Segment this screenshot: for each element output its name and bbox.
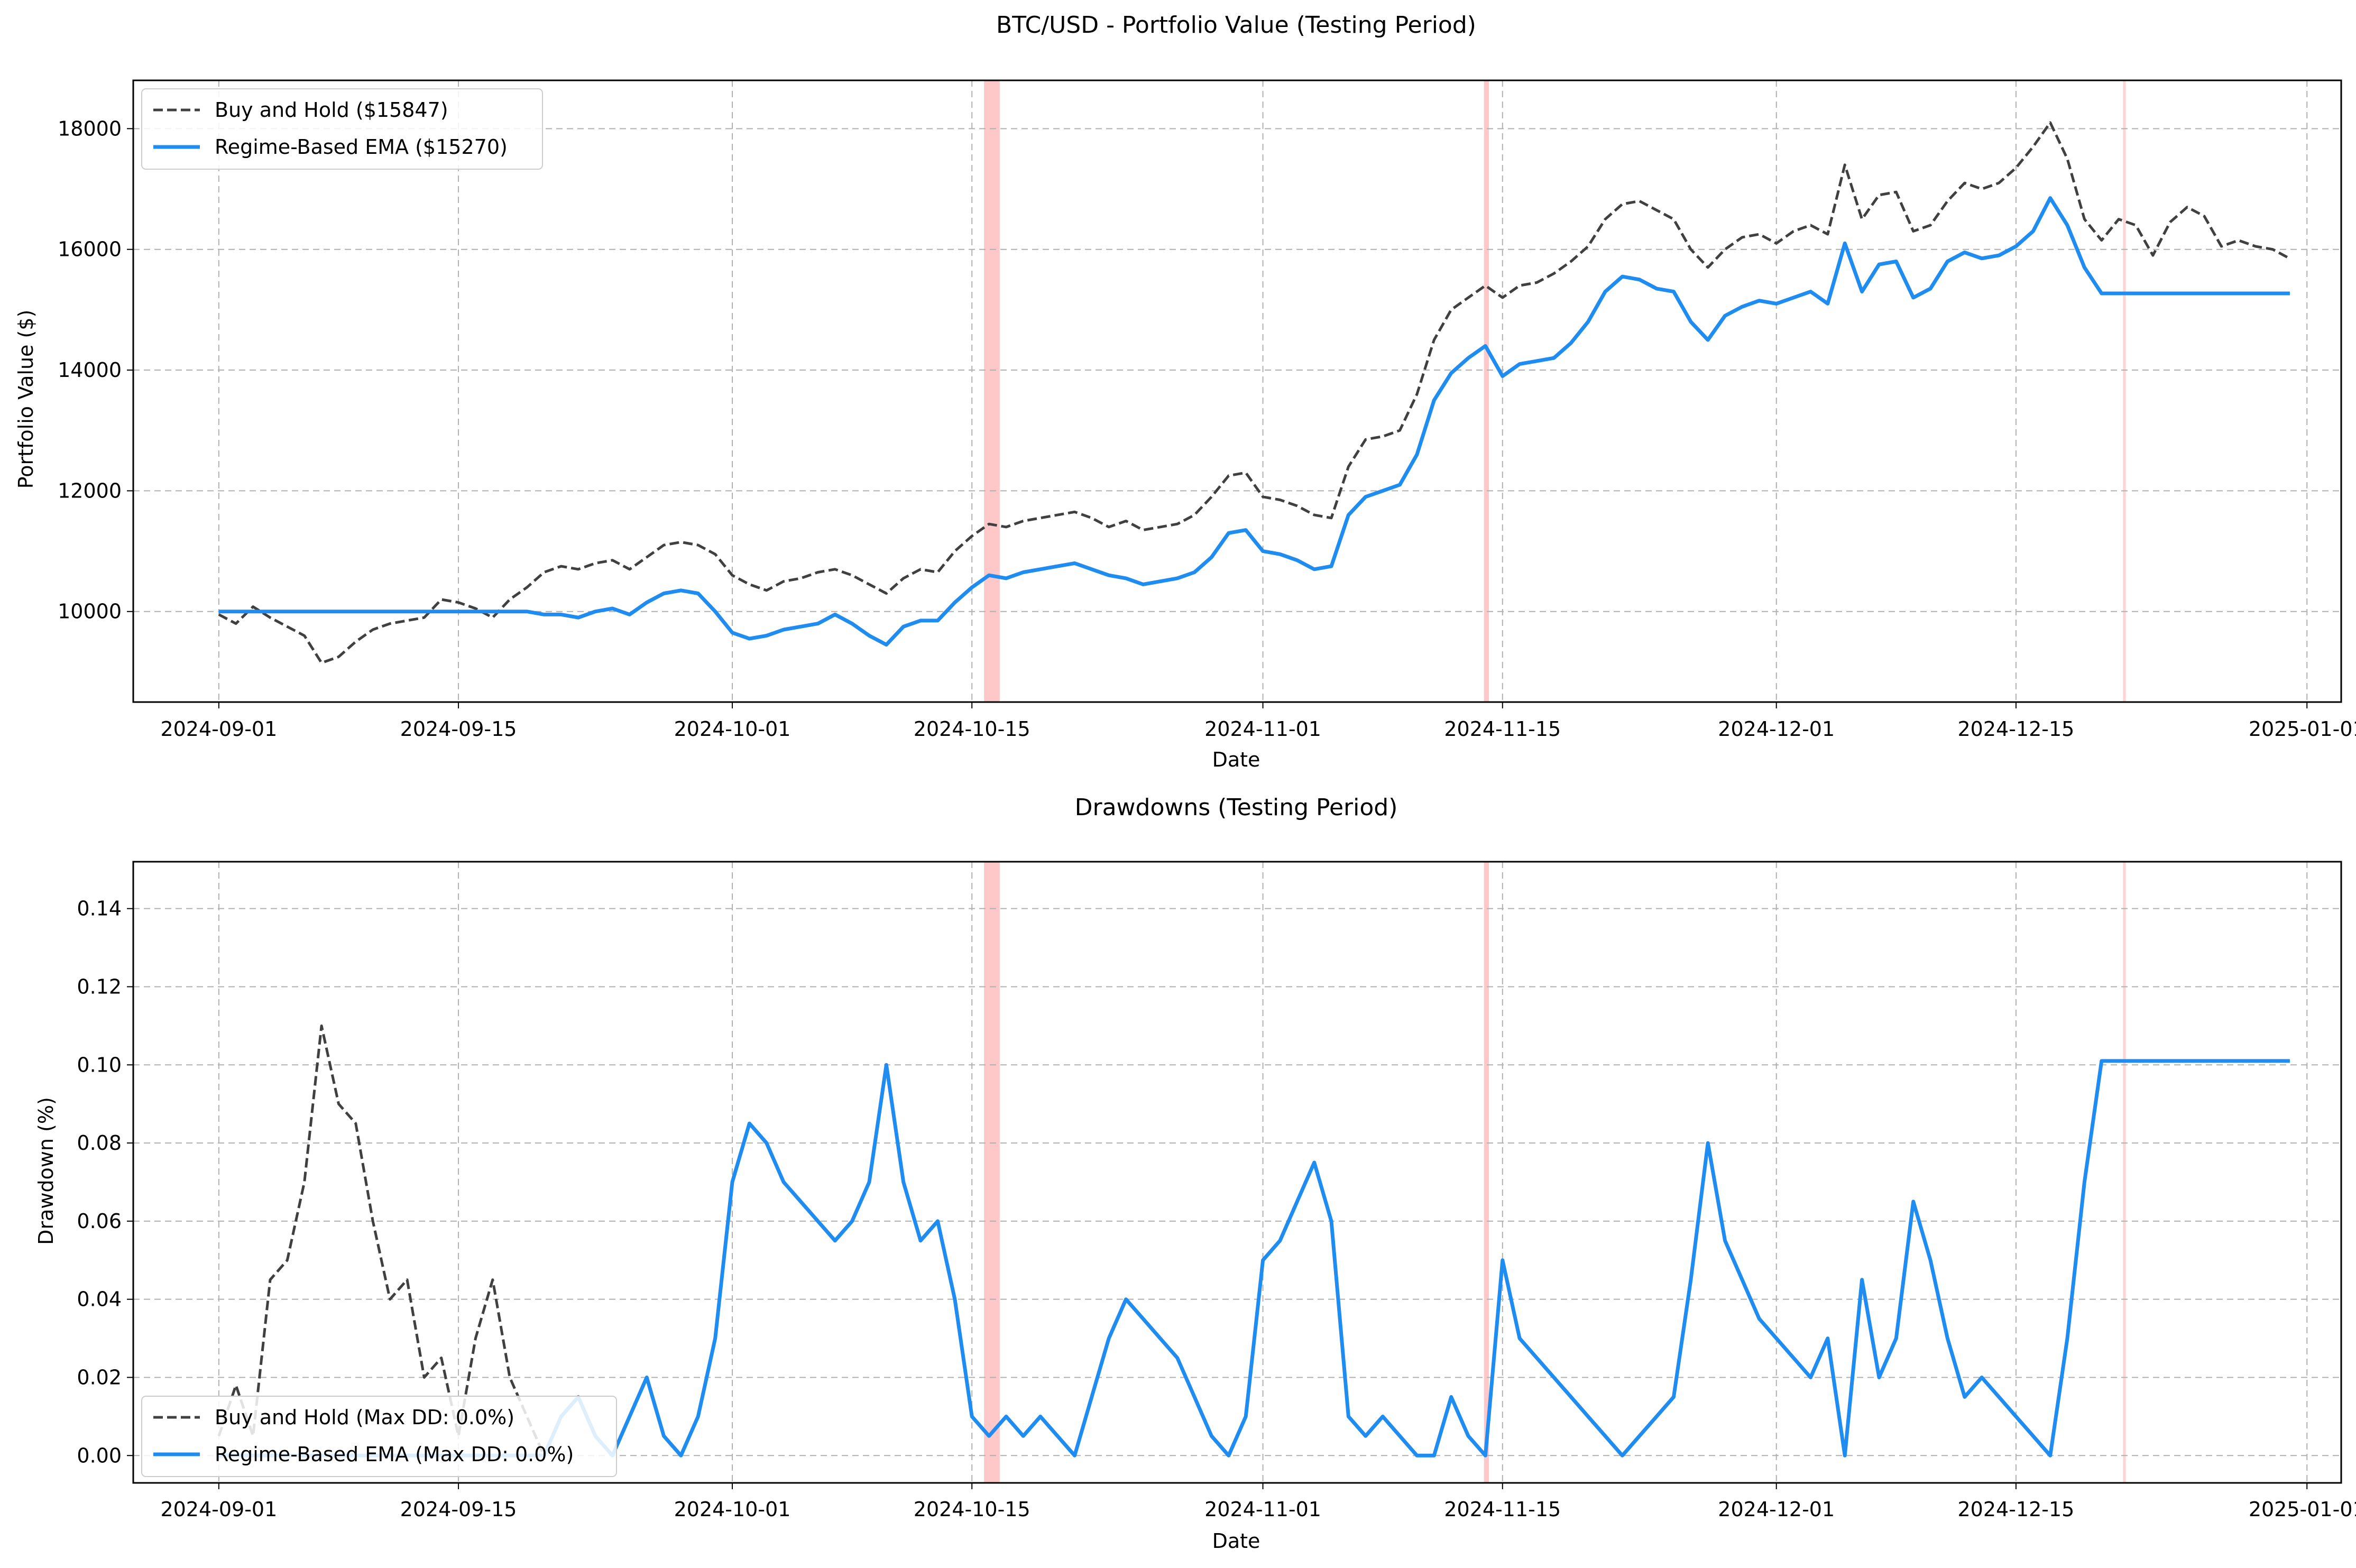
y-tick-label: 0.06 <box>77 1210 122 1233</box>
y-tick-label: 0.02 <box>77 1366 122 1389</box>
chart-title: Drawdowns (Testing Period) <box>1075 794 1398 821</box>
regime-shade <box>2123 80 2126 702</box>
x-tick-label: 2024-10-01 <box>674 717 791 741</box>
regime-ema-line <box>218 1059 2290 1458</box>
x-tick-label: 2024-10-15 <box>914 717 1030 741</box>
x-axis-label: Date <box>1212 748 1260 771</box>
x-tick-label: 2024-09-15 <box>400 1498 517 1521</box>
x-tick-label: 2024-12-01 <box>1718 1498 1835 1521</box>
x-tick-label: 2024-09-01 <box>160 1498 277 1521</box>
y-tick-label: 14000 <box>58 358 122 382</box>
legend-label: Buy and Hold ($15847) <box>215 98 448 122</box>
portfolio-value-panel: BTC/USD - Portfolio Value (Testing Perio… <box>14 12 2356 771</box>
y-tick-label: 0.14 <box>77 897 122 920</box>
buy-and-hold-line <box>217 1024 546 1456</box>
y-tick-label: 12000 <box>58 479 122 502</box>
drawdowns-panel: Drawdowns (Testing Period) Date Drawdown… <box>34 794 2356 1553</box>
axes-frame <box>132 79 2342 703</box>
regime-shade <box>1484 80 1489 702</box>
axes-frame <box>132 861 2342 1484</box>
x-tick-label: 2024-11-01 <box>1204 1498 1321 1521</box>
x-axis-label: Date <box>1212 1529 1260 1553</box>
y-tick-label: 10000 <box>58 600 122 623</box>
x-tick-label: 2024-11-01 <box>1204 717 1321 741</box>
regime-shade <box>1484 862 1489 1483</box>
y-tick-label: 16000 <box>58 238 122 261</box>
regime-ema-line <box>218 196 2290 647</box>
y-tick-label: 0.12 <box>77 975 122 998</box>
y-tick-label: 18000 <box>58 117 122 140</box>
buy-and-hold-line <box>218 121 2291 665</box>
legend-box <box>141 1396 617 1477</box>
y-axis-label: Portfolio Value ($) <box>14 310 38 489</box>
x-tick-label: 2025-01-01 <box>2249 717 2356 741</box>
x-tick-label: 2024-12-15 <box>1958 717 2075 741</box>
y-tick-label: 0.04 <box>77 1288 122 1311</box>
y-tick-label: 0.10 <box>77 1053 122 1076</box>
chart-title: BTC/USD - Portfolio Value (Testing Perio… <box>996 12 1476 39</box>
x-tick-label: 2024-12-15 <box>1958 1498 2075 1521</box>
legend-box <box>141 88 543 170</box>
x-tick-label: 2024-09-15 <box>400 717 517 741</box>
y-axis-label: Drawdown (%) <box>34 1097 58 1245</box>
y-tick-label: 0.00 <box>77 1444 122 1467</box>
y-tick-label: 0.08 <box>77 1131 122 1155</box>
x-tick-label: 2024-09-01 <box>160 717 277 741</box>
legend-label: Regime-Based EMA ($15270) <box>215 135 508 159</box>
x-tick-label: 2024-11-15 <box>1444 1498 1561 1521</box>
regime-shade <box>984 80 1000 702</box>
regime-shade <box>984 862 1000 1483</box>
regime-shade <box>2123 862 2126 1483</box>
legend-label: Regime-Based EMA (Max DD: 0.0%) <box>215 1443 574 1466</box>
x-tick-label: 2024-10-15 <box>914 1498 1030 1521</box>
x-tick-label: 2025-01-01 <box>2249 1498 2356 1521</box>
x-tick-label: 2024-12-01 <box>1718 717 1835 741</box>
x-tick-label: 2024-10-01 <box>674 1498 791 1521</box>
x-tick-label: 2024-11-15 <box>1444 717 1561 741</box>
legend-label: Buy and Hold (Max DD: 0.0%) <box>215 1406 514 1429</box>
